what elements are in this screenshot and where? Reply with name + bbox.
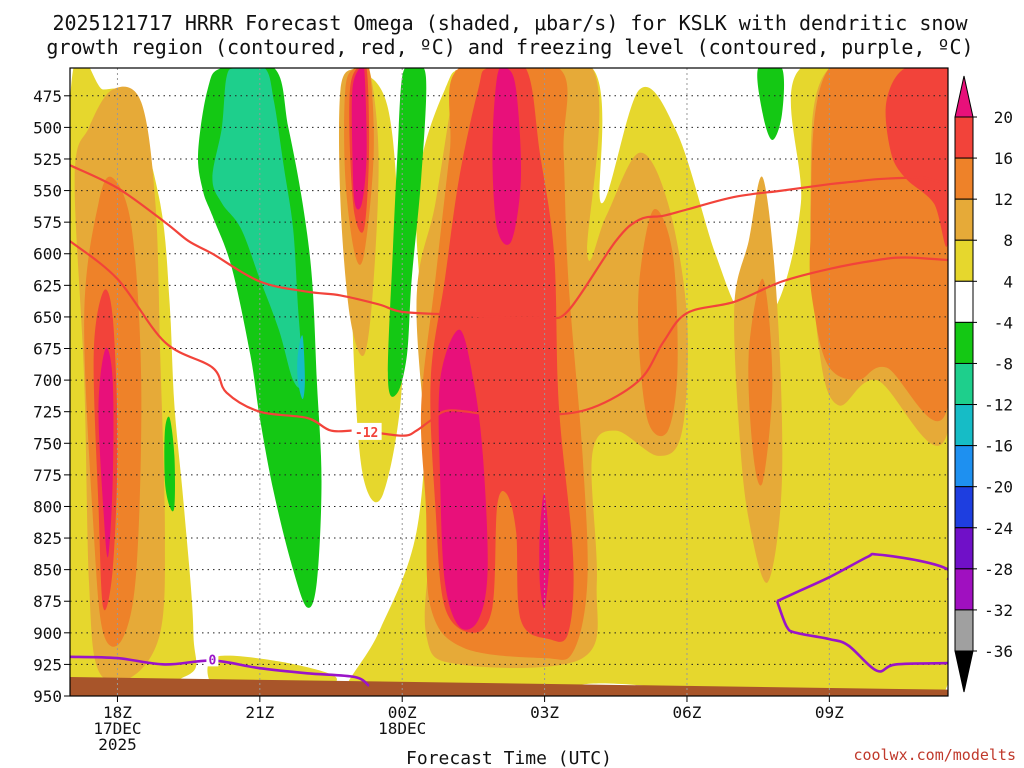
dgz-isotherm-1 [70, 240, 948, 437]
colorbar-band [954, 527, 974, 570]
omega-region-22 [492, 68, 522, 245]
freezing-level-1 [776, 552, 948, 603]
chart-title-line-1: 2025121717 HRRR Forecast Omega (shaded, … [52, 11, 968, 35]
contour-labels: -12 0 [206, 422, 382, 668]
omega-region-23 [539, 493, 550, 609]
colorbar-label: -28 [984, 560, 1013, 579]
plot-frame [69, 67, 949, 697]
y-tick-label: 700 [33, 371, 62, 390]
y-tick-label: 675 [33, 340, 62, 359]
x-tick-label: 00Z [388, 703, 417, 722]
y-tick-label: 775 [33, 466, 62, 485]
terrain-surface [70, 677, 948, 696]
y-tick-label: 825 [33, 529, 62, 548]
freezing-level-0 [70, 655, 370, 688]
colorbar-band [954, 280, 974, 323]
freezing-level-label: 0 [208, 653, 216, 668]
y-tick-label: 475 [33, 87, 62, 106]
omega-region-29 [297, 335, 305, 400]
colorbar-band [954, 362, 974, 406]
x-tick-label: 17DEC [93, 719, 141, 738]
x-tick-label: 18Z [103, 703, 132, 722]
colorbar-label: 20 [994, 108, 1013, 127]
colorbar-label: 8 [1003, 231, 1013, 250]
contour-layer [70, 164, 948, 688]
colorbar-band [954, 198, 974, 241]
y-tick-label: 950 [33, 687, 62, 706]
omega-region-26 [387, 68, 427, 397]
y-tick-label: 850 [33, 561, 62, 580]
omega-region-13 [748, 278, 773, 486]
y-axis: 475 500 525 550 575 600 625 650 675 700 725 750 775 8… [33, 87, 70, 706]
x-tick-label: 09Z [815, 703, 844, 722]
omega-region-20 [351, 68, 367, 210]
colorbar-label: -24 [984, 519, 1013, 538]
colorbar-band [954, 486, 974, 529]
omega-region-19 [98, 347, 114, 558]
omega-region-25 [164, 416, 175, 512]
dgz-isotherm-0 [70, 164, 948, 320]
y-tick-label: 750 [33, 434, 62, 453]
y-tick-label: 900 [33, 624, 62, 643]
colorbar-band [954, 116, 974, 159]
y-tick-label: 625 [33, 276, 62, 295]
colorbar: 20 16 12 8 4 -4 -8 -12 -16 -20 -24 -28 -32 -36 [954, 75, 1013, 693]
omega-region-21 [438, 329, 488, 630]
freezing-label-bg [206, 651, 219, 667]
isotherm-label: -12 [355, 426, 378, 441]
x-tick-label: 06Z [673, 703, 702, 722]
isotherm-label-bg [351, 422, 382, 440]
y-tick-label: 875 [33, 592, 62, 611]
omega-region-27 [757, 68, 785, 140]
colorbar-label: -20 [984, 478, 1013, 497]
colorbar-label: -16 [984, 437, 1013, 456]
colorbar-band [954, 609, 974, 652]
colorbar-band [954, 239, 974, 282]
y-tick-label: 575 [33, 213, 62, 232]
y-tick-label: 725 [33, 403, 62, 422]
y-tick-label: 525 [33, 150, 62, 169]
x-axis-label: Forecast Time (UTC) [406, 748, 612, 768]
colorbar-band [954, 568, 974, 611]
colorbar-band [954, 404, 974, 447]
colorbar-label: -12 [984, 396, 1013, 415]
omega-region-28 [212, 68, 303, 388]
x-tick-label: 03Z [530, 703, 559, 722]
x-tick-label: 21Z [245, 703, 274, 722]
y-tick-label: 925 [33, 655, 62, 674]
colorbar-label: 12 [994, 190, 1013, 209]
freezing-level-2 [775, 600, 948, 673]
colorbar-band [954, 321, 974, 364]
colorbar-label: -36 [984, 642, 1013, 661]
omega-shading-layer [70, 68, 948, 696]
chart-title-line-2: growth region (contoured, red, ºC) and f… [46, 35, 973, 59]
colorbar-label: 16 [994, 149, 1013, 168]
y-tick-label: 600 [33, 245, 62, 264]
colorbar-label: -4 [994, 313, 1013, 332]
colorbar-label: -32 [984, 601, 1013, 620]
x-tick-label: 2025 [98, 735, 137, 754]
colorbar-label: 4 [1003, 272, 1013, 291]
terrain-layer [70, 677, 948, 696]
y-tick-label: 550 [33, 182, 62, 201]
y-tick-label: 500 [33, 118, 62, 137]
omega-region-18 [885, 68, 948, 247]
credit-text: coolwx.com/modelts [853, 746, 1016, 764]
colorbar-band [954, 157, 974, 200]
colorbar-band [954, 445, 974, 488]
x-tick-label: 18DEC [378, 719, 426, 738]
colorbar-band-bottom [954, 650, 974, 693]
omega-region-12 [637, 208, 678, 437]
colorbar-band-top [954, 75, 974, 118]
y-tick-label: 800 [33, 497, 62, 516]
y-tick-label: 650 [33, 308, 62, 327]
colorbar-label: -8 [994, 354, 1013, 373]
